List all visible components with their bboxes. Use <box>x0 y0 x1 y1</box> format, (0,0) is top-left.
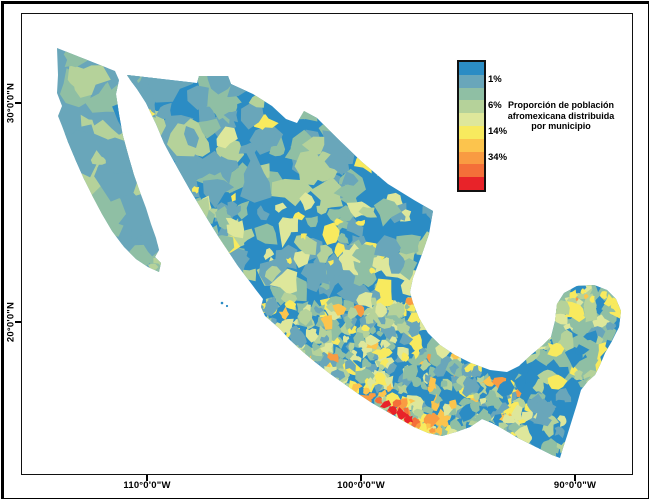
x-axis-label-90w: 90°0'0"W <box>553 480 597 491</box>
x-axis-tick <box>146 475 148 481</box>
x-axis-label-110w: 110°0'0"W <box>123 480 171 491</box>
y-axis-tick <box>15 321 21 323</box>
y-axis-label-20n: 20°0'0"N <box>5 301 17 343</box>
x-axis-label-100w: 100°0'0"W <box>337 480 385 491</box>
y-axis-label-30n: 30°0'0"N <box>5 82 17 124</box>
x-axis-tick <box>574 475 576 481</box>
y-axis-tick <box>15 102 21 104</box>
x-axis-tick <box>360 475 362 481</box>
